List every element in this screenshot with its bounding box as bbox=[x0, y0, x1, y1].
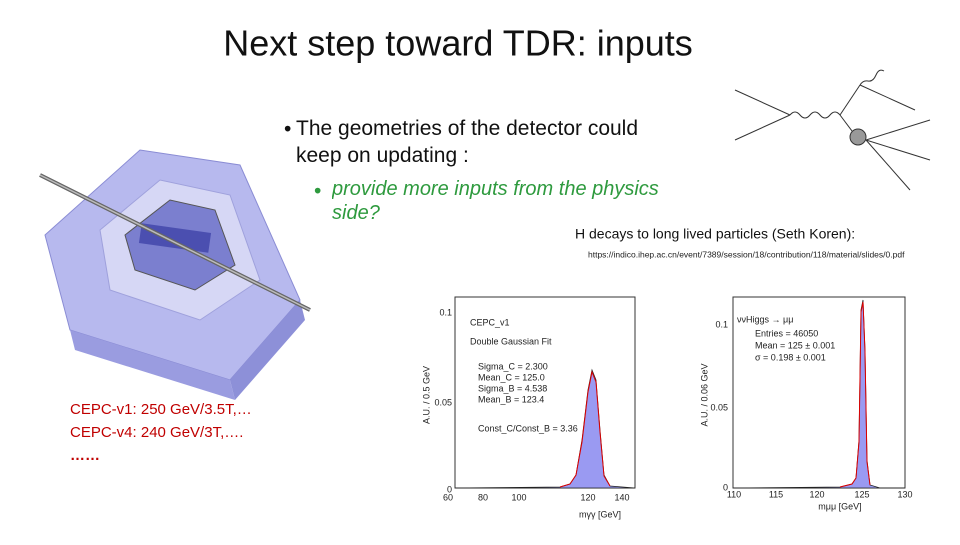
y-tick-label: 0.1 bbox=[439, 307, 452, 317]
y-tick-label: 0 bbox=[723, 482, 728, 492]
detector-line: …… bbox=[70, 447, 100, 464]
legend-text: Sigma_C = 2.300 bbox=[478, 361, 548, 371]
legend-text: Sigma_B = 4.538 bbox=[478, 383, 547, 393]
legend-text: Mean_C = 125.0 bbox=[478, 372, 545, 382]
bullet-marker: • bbox=[284, 118, 291, 141]
detector-image bbox=[39, 149, 311, 400]
x-tick-label: 125 bbox=[854, 489, 869, 499]
detector-line: CEPC-v1: 250 GeV/3.5T,… bbox=[70, 401, 252, 418]
legend-text: Const_C/Const_B = 3.36 bbox=[478, 423, 578, 433]
plot-frame bbox=[454, 296, 636, 489]
x-axis-label: mμμ [GeV] bbox=[818, 501, 861, 511]
legend-text: Entries = 46050 bbox=[755, 328, 818, 338]
y-axis-label: A.U. / 0.06 GeV bbox=[699, 363, 709, 426]
reference-caption: H decays to long lived particles (Seth K… bbox=[575, 226, 855, 242]
x-tick-label: 100 bbox=[511, 492, 526, 502]
y-tick-label: 0.1 bbox=[715, 319, 728, 329]
x-tick-label: 130 bbox=[897, 489, 912, 499]
title: Next step toward TDR: inputs bbox=[223, 23, 693, 64]
sub-bullet: provide more inputs from the physics sid… bbox=[332, 178, 659, 224]
x-tick-label: 60 bbox=[443, 492, 453, 502]
sub-bullet-marker: • bbox=[314, 180, 321, 203]
x-tick-label: 115 bbox=[769, 489, 783, 499]
detector-line: CEPC-v4: 240 GeV/3T,…. bbox=[70, 424, 243, 441]
x-tick-label: 120 bbox=[809, 489, 824, 499]
fit-curve bbox=[559, 370, 611, 488]
y-axis-label: A.U. / 0.5 GeV bbox=[421, 366, 431, 424]
x-tick-label: 140 bbox=[614, 492, 629, 502]
feynman-diagram bbox=[734, 69, 931, 191]
x-axis-label: mγγ [GeV] bbox=[579, 509, 621, 519]
y-tick-label: 0.05 bbox=[710, 402, 728, 412]
y-tick-label: 0.05 bbox=[434, 397, 452, 407]
legend-text: σ = 0.198 ± 0.001 bbox=[755, 352, 826, 362]
bullet-box: The geometries of the detector could kee… bbox=[296, 117, 639, 167]
x-tick-label: 80 bbox=[478, 492, 488, 502]
x-tick-label: 110 bbox=[727, 489, 741, 499]
legend-text: ννHiggs → μμ bbox=[737, 314, 793, 324]
plot-2: 0.1 0.05 0 110 115 120 125 130 mμμ [GeV]… bbox=[699, 296, 913, 511]
legend-text: CEPC_v1 bbox=[470, 317, 510, 327]
legend-text: Mean = 125 ± 0.001 bbox=[755, 340, 835, 350]
plot-1: 0.1 0.05 0 60 80 100 120 140 mγγ [GeV] A… bbox=[421, 296, 636, 519]
plot-frame bbox=[732, 296, 906, 489]
sub-bullet-box: provide more inputs from the physics sid… bbox=[332, 178, 659, 224]
legend-text: Double Gaussian Fit bbox=[470, 336, 552, 346]
bullet: The geometries of the detector could kee… bbox=[296, 117, 639, 167]
x-tick-label: 120 bbox=[580, 492, 595, 502]
fit-curve bbox=[839, 301, 871, 488]
legend-text: Mean_B = 123.4 bbox=[478, 394, 544, 404]
y-tick-label: 0 bbox=[447, 484, 452, 494]
reference-url: https://indico.ihep.ac.cn/event/7389/ses… bbox=[588, 249, 905, 259]
